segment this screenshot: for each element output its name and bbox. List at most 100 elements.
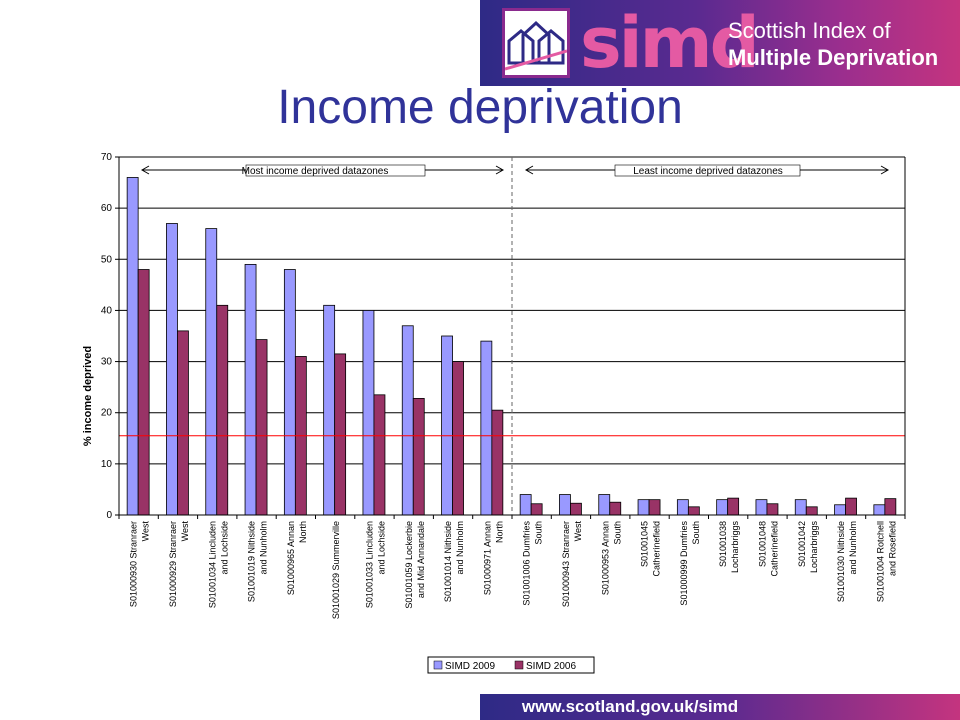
x-tick-label: S01001059 Lockerbie and Mid Annandale: [404, 521, 426, 609]
footer-url[interactable]: www.scotland.gov.uk/simd: [521, 697, 739, 716]
x-tick-label: S01000965 Annan North: [286, 521, 308, 595]
x-tick-label: S01001014 Nithside and Nunholm: [443, 521, 465, 602]
x-tick-label-line: North: [298, 521, 308, 543]
bar: [805, 506, 818, 516]
y-tick-label: 0: [106, 510, 112, 521]
x-tick-label-line: S01001045: [640, 521, 650, 567]
y-tick-label: 30: [101, 357, 113, 368]
arrow-head-left: [524, 165, 534, 175]
x-tick-label: S01001038 Locharbriggs: [718, 521, 740, 574]
x-tick-label-line: S01001042: [797, 521, 807, 567]
x-tick-label: S01001033 Lincluden and Lochside: [364, 521, 386, 608]
chart-bars: [119, 177, 905, 516]
x-tick-label: S01001034 Lincluden and Lochside: [207, 521, 229, 608]
footer-banner: www.scotland.gov.uk/simd: [480, 694, 960, 720]
x-tick-label-line: S01001006 Dumfries: [522, 521, 532, 606]
x-tick-label-line: South: [691, 521, 701, 545]
legend-label-simd-2009: SIMD 2009: [445, 661, 495, 672]
y-tick-label: 10: [101, 459, 113, 470]
x-tick-label: S01001006 Dumfries South: [522, 521, 544, 606]
bar: [137, 269, 150, 516]
bar: [323, 304, 336, 516]
bar: [766, 503, 779, 516]
bar: [609, 501, 622, 516]
bar: [205, 228, 218, 516]
x-tick-label-line: Catherinefield: [652, 521, 662, 577]
x-tick-label-line: S01000971 Annan: [482, 521, 492, 595]
x-tick-label-line: S01000999 Dumfries: [679, 521, 689, 606]
y-axis-label: % income deprived: [82, 346, 94, 446]
y-tick-label: 20: [101, 408, 113, 419]
x-tick-label: S01001019 Nithside and Nunholm: [247, 521, 269, 602]
x-tick-label-line: S01001033 Lincluden: [364, 521, 374, 608]
bar: [480, 340, 493, 516]
x-tick-label: S01000999 Dumfries South: [679, 521, 701, 606]
x-tick-label-line: S01001019 Nithside: [247, 521, 257, 602]
x-tick-label-line: and Nunholm: [455, 521, 465, 575]
houses-logo-icon: [502, 8, 570, 78]
x-tick-label: S01000929 Stranraer West: [168, 521, 190, 608]
x-tick-label-line: and Nunholm: [848, 521, 858, 575]
bar: [373, 394, 386, 516]
x-tick-label-line: West: [180, 521, 190, 542]
bar: [216, 304, 229, 516]
y-tick-label: 60: [101, 203, 113, 214]
x-tick-label-line: and Lochside: [376, 521, 386, 575]
logo-line2: Multiple Deprivation: [728, 45, 939, 70]
arrow-head-left: [140, 165, 150, 175]
x-tick-label: S01001048 Catherinefield: [757, 521, 779, 577]
annotation-most-deprived: Most income deprived datazones: [242, 166, 389, 177]
x-tick-label: S01000971 Annan North: [482, 521, 504, 595]
header-banner: simd Scottish Index of Multiple Deprivat…: [480, 0, 960, 86]
bar: [559, 494, 571, 516]
bar: [716, 499, 729, 516]
bar: [834, 504, 846, 516]
x-tick-label-line: South: [612, 521, 622, 545]
x-tick-label-line: S01001038: [718, 521, 728, 567]
bar: [401, 325, 414, 516]
bar: [334, 353, 347, 516]
bar: [441, 335, 453, 516]
annotation-least-deprived: Least income deprived datazones: [633, 166, 783, 177]
y-tick-label: 70: [101, 152, 113, 163]
x-tick-label: S01001029 Summerville: [331, 521, 341, 619]
chart-annotations: Most income deprived datazones Least inco…: [140, 157, 890, 515]
bar: [244, 263, 257, 516]
bar: [598, 494, 611, 516]
x-tick-label-line: S01001059 Lockerbie: [404, 521, 414, 609]
arrow-head-right: [495, 165, 505, 175]
annotation-box-left: [245, 164, 426, 177]
bar: [362, 310, 375, 516]
legend-label-simd-2006: SIMD 2006: [526, 661, 576, 672]
x-tick-label-line: S01000930 Stranraer: [129, 521, 139, 607]
bar: [873, 504, 886, 516]
bar: [452, 361, 464, 516]
x-tick-label-line: South: [534, 521, 544, 545]
arrow-head-right: [880, 165, 890, 175]
x-tick-label-line: S01000953 Annan: [600, 521, 610, 595]
bar: [676, 499, 689, 516]
y-tick-label: 50: [101, 254, 113, 265]
bar: [491, 409, 504, 516]
x-tick-label-line: S01000929 Stranraer: [168, 521, 178, 607]
legend-swatch-simd-2009: [433, 660, 443, 670]
logo-line1: Scottish Index of: [728, 18, 891, 43]
x-tick-label: S01001004 Rotchell and Rosefield: [875, 521, 897, 602]
x-tick-label: S01000953 Annan South: [600, 521, 622, 595]
x-tick-label: S01001045 Catherinefield: [640, 521, 662, 577]
x-tick-label-line: S01001029 Summerville: [331, 521, 341, 619]
x-tick-label-line: S01000965 Annan: [286, 521, 296, 595]
bar: [794, 499, 807, 516]
x-tick-label: S01001042 Locharbriggs: [797, 521, 819, 574]
x-tick-label-line: S01001014 Nithside: [443, 521, 453, 602]
bar: [637, 499, 650, 516]
x-tick-label-line: West: [573, 521, 583, 542]
bar: [166, 223, 178, 516]
bar: [177, 330, 189, 516]
page-title: Income deprivation: [277, 81, 683, 134]
chart-legend: SIMD 2009 SIMD 2006: [427, 656, 595, 674]
x-tick-label-line: Locharbriggs: [730, 521, 740, 574]
x-tick-label-line: and Mid Annandale: [416, 521, 426, 598]
